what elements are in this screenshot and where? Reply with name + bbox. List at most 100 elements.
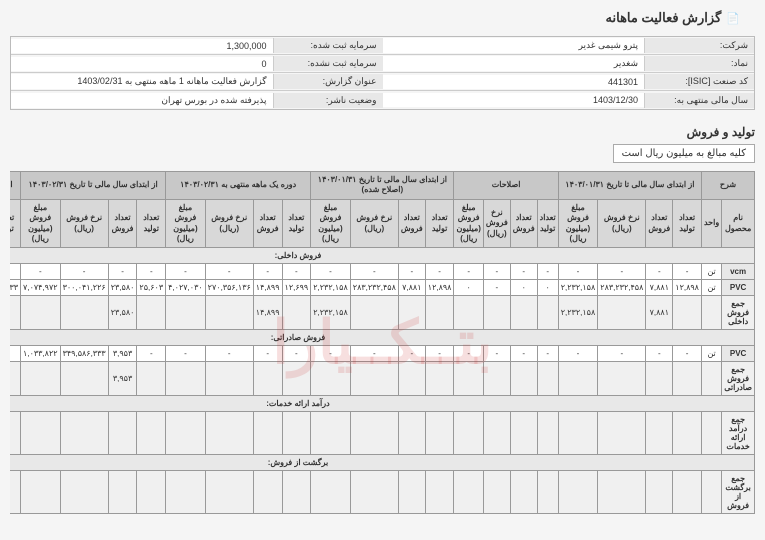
unit-cell: تن xyxy=(701,280,721,296)
data-cell xyxy=(398,412,425,455)
product-name: PVC xyxy=(722,280,755,296)
row-group-label: درآمد ارائه خدمات: xyxy=(10,396,755,412)
col-sub: تعداد فروش xyxy=(510,199,537,248)
table-row: جمع درآمد ارائه خدمات xyxy=(10,412,755,455)
data-cell: - xyxy=(454,264,483,280)
col-sub: مبلغ فروش (میلیون ریال) xyxy=(166,199,206,248)
data-cell: - xyxy=(311,264,351,280)
data-cell xyxy=(282,296,311,330)
data-cell: ۲۳,۵۸۰ xyxy=(108,296,137,330)
info-value: 0 xyxy=(11,57,273,71)
info-row: سرمایه ثبت نشده:0 xyxy=(11,55,383,73)
col-group-period: از ابتدای سال مالی تا تاریخ ۱۴۰۲/۰۲/۳۱ xyxy=(10,172,21,200)
section-title: تولید و فروش xyxy=(10,125,755,139)
data-cell: - xyxy=(598,346,646,362)
table-row: جمع فروش داخلی۷,۸۸۱۲,۲۳۲,۱۵۸۲,۲۳۲,۱۵۸۱۴,… xyxy=(10,296,755,330)
data-cell: - xyxy=(398,264,425,280)
page-title: گزارش فعالیت ماهانه xyxy=(10,10,755,26)
col-sub: تعداد فروش xyxy=(108,199,137,248)
data-cell: - xyxy=(205,264,253,280)
product-name: vcm xyxy=(722,264,755,280)
data-cell xyxy=(350,296,398,330)
unit-cell xyxy=(701,471,721,514)
data-cell: - xyxy=(108,264,137,280)
data-cell xyxy=(166,296,206,330)
col-sub: نرخ فروش (ریال) xyxy=(60,199,108,248)
data-cell xyxy=(205,471,253,514)
info-value: گزارش فعالیت ماهانه 1 ماهه منتهی به 1403… xyxy=(11,74,273,89)
data-cell: - xyxy=(10,346,21,362)
data-cell: - xyxy=(253,264,282,280)
data-cell xyxy=(673,412,702,455)
data-cell: - xyxy=(483,346,510,362)
data-cell: ۳۴۹,۵۸۶,۳۳۳ xyxy=(60,346,108,362)
currency-note: کلیه مبالغ به میلیون ریال است xyxy=(613,144,755,163)
production-sales-table: شرحاز ابتدای سال مالی تا تاریخ ۱۴۰۳/۰۱/۳… xyxy=(10,171,755,514)
data-cell xyxy=(21,412,61,455)
data-cell xyxy=(137,471,166,514)
col-sub: نرخ فروش (ریال) xyxy=(598,199,646,248)
data-cell xyxy=(598,471,646,514)
data-cell xyxy=(253,362,282,396)
data-cell xyxy=(282,412,311,455)
info-col-right: شرکت:پترو شیمی غدیرنماد:شغدیرکد صنعت [IS… xyxy=(383,37,755,109)
data-cell: ۱۴,۸۹۹ xyxy=(253,296,282,330)
col-sub: تعداد تولید xyxy=(673,199,702,248)
col-sub: نرخ فروش (ریال) xyxy=(483,199,510,248)
data-cell: - xyxy=(137,264,166,280)
info-label: کد صنعت [ISIC]: xyxy=(644,74,754,89)
data-cell xyxy=(205,412,253,455)
data-cell: ۴,۰۲۷,۰۳۰ xyxy=(166,280,206,296)
info-label: وضعیت ناشر: xyxy=(273,93,383,108)
col-sub: واحد xyxy=(701,199,721,248)
data-cell: ۱۲,۸۹۸ xyxy=(673,280,702,296)
data-cell xyxy=(398,296,425,330)
info-row: شرکت:پترو شیمی غدیر xyxy=(383,37,755,55)
table-row: PVCتن۱۲,۸۹۸۷,۸۸۱۲۸۳,۲۳۲,۴۵۸۲,۲۳۲,۱۵۸۰۰-۰… xyxy=(10,280,755,296)
data-cell xyxy=(108,471,137,514)
data-cell xyxy=(646,471,673,514)
data-cell: ۲۵,۶۰۳ xyxy=(137,280,166,296)
data-cell: - xyxy=(350,346,398,362)
data-cell: ۲۷۰,۳۵۶,۱۳۶ xyxy=(205,280,253,296)
data-cell: ۲,۲۳۲,۱۵۸ xyxy=(311,280,351,296)
data-cell: - xyxy=(60,264,108,280)
data-cell xyxy=(311,362,351,396)
data-cell: - xyxy=(673,264,702,280)
data-cell xyxy=(598,296,646,330)
data-cell xyxy=(253,471,282,514)
data-cell: - xyxy=(537,264,558,280)
data-cell xyxy=(537,412,558,455)
data-cell: ۱۲,۶۹۹ xyxy=(282,280,311,296)
data-cell: - xyxy=(510,264,537,280)
data-cell xyxy=(454,412,483,455)
unit-cell xyxy=(701,362,721,396)
data-cell: - xyxy=(253,346,282,362)
data-cell xyxy=(558,412,598,455)
data-cell xyxy=(21,296,61,330)
data-cell xyxy=(137,362,166,396)
col-sub: تعداد تولید xyxy=(137,199,166,248)
col-sub: تعداد فروش xyxy=(646,199,673,248)
col-group-period: از ابتدای سال مالی تا تاریخ ۱۴۰۳/۰۱/۳۱ (… xyxy=(311,172,454,200)
data-cell xyxy=(10,412,21,455)
data-cell: - xyxy=(454,346,483,362)
data-cell xyxy=(398,362,425,396)
data-cell xyxy=(311,471,351,514)
data-cell: - xyxy=(311,346,351,362)
data-cell: ۰ xyxy=(454,280,483,296)
info-value: پترو شیمی غدیر xyxy=(383,38,645,53)
company-info-section: شرکت:پترو شیمی غدیرنماد:شغدیرکد صنعت [IS… xyxy=(10,36,755,110)
info-row: سال مالی منتهی به:1403/12/30 xyxy=(383,91,755,109)
table-row: vcmتن------------------------تولید xyxy=(10,264,755,280)
col-sub: نام محصول xyxy=(722,199,755,248)
data-cell xyxy=(673,362,702,396)
data-cell xyxy=(646,412,673,455)
info-value: 441301 xyxy=(383,75,645,89)
data-cell xyxy=(598,362,646,396)
data-cell: - xyxy=(166,346,206,362)
data-cell: - xyxy=(510,346,537,362)
data-cell xyxy=(108,412,137,455)
col-group-period: از ابتدای سال مالی تا تاریخ ۱۴۰۳/۰۲/۳۱ xyxy=(21,172,166,200)
data-cell xyxy=(454,362,483,396)
